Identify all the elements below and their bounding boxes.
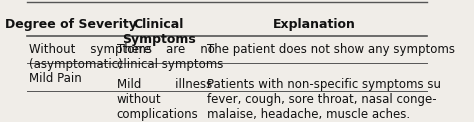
Text: Patients with non-specific symptoms su
fever, cough, sore throat, nasal conge-
m: Patients with non-specific symptoms su f… — [207, 78, 441, 121]
Text: Degree of Severity: Degree of Severity — [5, 18, 137, 31]
Text: There    are    no
clinical symptoms: There are no clinical symptoms — [117, 43, 223, 71]
Text: Clinical
Symptoms: Clinical Symptoms — [122, 18, 196, 46]
Text: Mild         illness
without
complications: Mild illness without complications — [117, 78, 212, 121]
Text: The patient does not show any symptoms: The patient does not show any symptoms — [207, 43, 455, 56]
Text: Explanation: Explanation — [273, 18, 356, 31]
Text: Mild Pain: Mild Pain — [29, 72, 82, 85]
Text: Without    symptoms
(asymptomatic): Without symptoms (asymptomatic) — [29, 43, 152, 71]
